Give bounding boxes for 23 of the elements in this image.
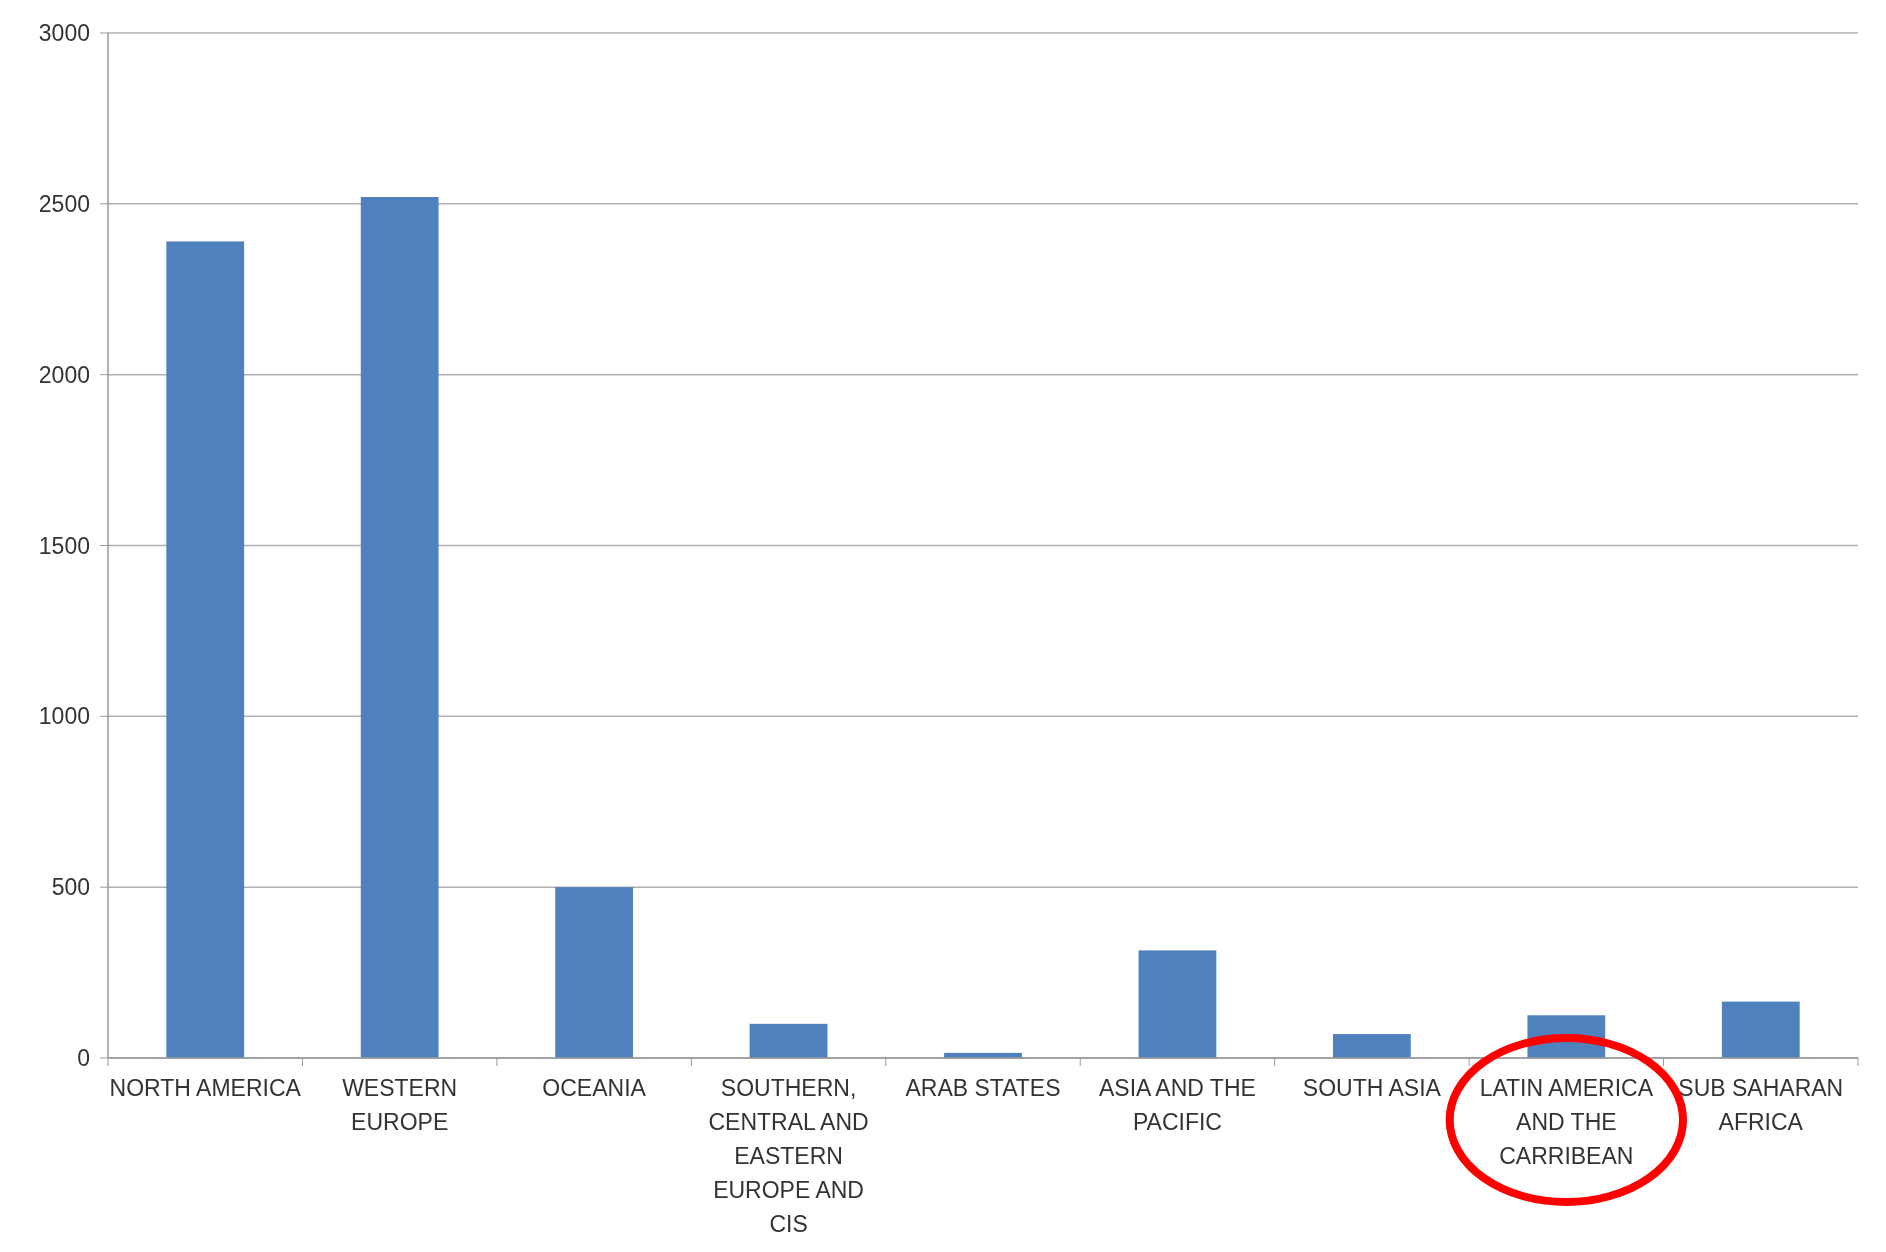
x-tick-label: LATIN AMERICA AND THE CARRIBEAN — [1479, 1075, 1654, 1169]
x-tick-label: WESTERN EUROPE — [342, 1075, 458, 1135]
bar — [166, 241, 245, 1058]
y-tick-label: 2500 — [38, 190, 90, 217]
x-tick-label: ARAB STATES — [905, 1075, 1061, 1101]
x-tick-label: OCEANIA — [542, 1075, 647, 1101]
y-tick-label: 500 — [51, 874, 90, 901]
x-tick-label: SUB SAHARAN AFRICA — [1678, 1075, 1844, 1135]
bar — [1721, 1001, 1800, 1058]
y-tick-label: 1500 — [38, 532, 90, 559]
x-tick-label: NORTH AMERICA — [109, 1075, 302, 1101]
bar — [1138, 950, 1217, 1058]
x-tick-label: SOUTH ASIA — [1302, 1075, 1442, 1101]
bar — [360, 197, 439, 1058]
x-tick-label: ASIA AND THE PACIFIC — [1099, 1075, 1256, 1135]
y-tick-label: 0 — [77, 1045, 90, 1072]
bar — [555, 887, 633, 1058]
y-tick-label: 2000 — [38, 361, 90, 388]
x-tick-label: SOUTHERN, CENTRAL AND EASTERN EUROPE AND CIS — [708, 1075, 869, 1237]
y-tick-label: 1000 — [38, 703, 90, 730]
y-tick-label: 3000 — [38, 20, 90, 47]
bar — [1333, 1034, 1411, 1058]
bar — [749, 1023, 828, 1058]
